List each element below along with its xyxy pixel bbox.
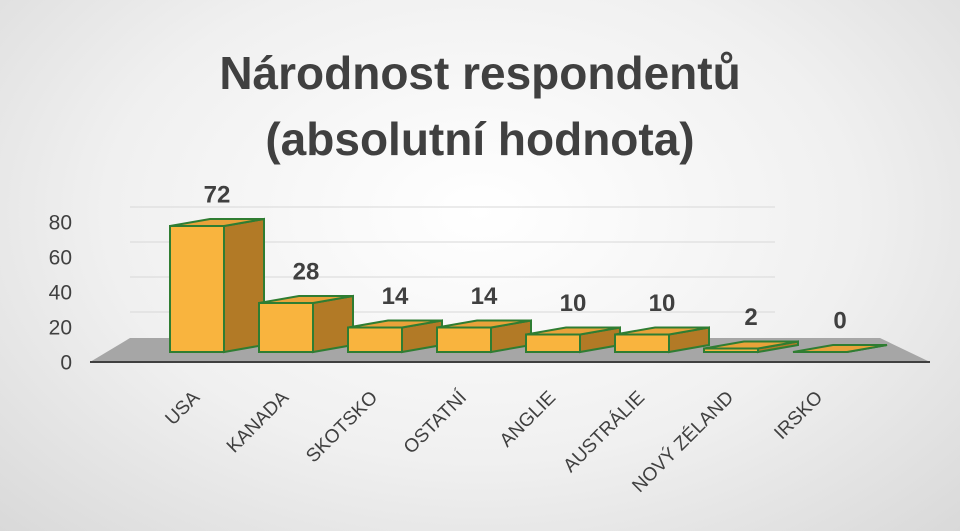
data-label: 10 (649, 290, 676, 317)
x-tick-label: ANGLIE (496, 387, 560, 451)
bar (703, 347, 759, 353)
x-tick-label: AUSTRÁLIE (560, 387, 650, 477)
bar (258, 302, 314, 353)
data-label: 0 (833, 307, 846, 334)
data-label: 14 (471, 283, 498, 310)
x-tick-label: IRSKO (770, 387, 827, 444)
y-tick-label: 40 (49, 282, 72, 305)
data-label: 10 (560, 290, 587, 317)
data-label: 14 (382, 283, 409, 310)
y-tick-label: 0 (60, 352, 72, 375)
bar (347, 326, 403, 353)
data-label: 2 (744, 304, 757, 331)
data-label: 72 (204, 181, 231, 208)
x-tick-label: OSTATNÍ (400, 387, 472, 459)
bar (436, 326, 492, 353)
x-tick-label: USA (162, 387, 205, 430)
y-tick-label: 20 (49, 317, 72, 340)
bar (169, 225, 225, 353)
x-tick-label: SKOTSKO (302, 387, 382, 467)
bar (525, 333, 581, 353)
y-tick-label: 80 (49, 212, 72, 235)
bar (614, 333, 670, 353)
bar-top (792, 344, 888, 353)
chart-title: Národnost respondentů (absolutní hodnota… (219, 47, 741, 165)
y-tick-label: 60 (49, 247, 72, 270)
data-label: 28 (293, 258, 320, 285)
x-tick-label: KANADA (223, 387, 293, 457)
